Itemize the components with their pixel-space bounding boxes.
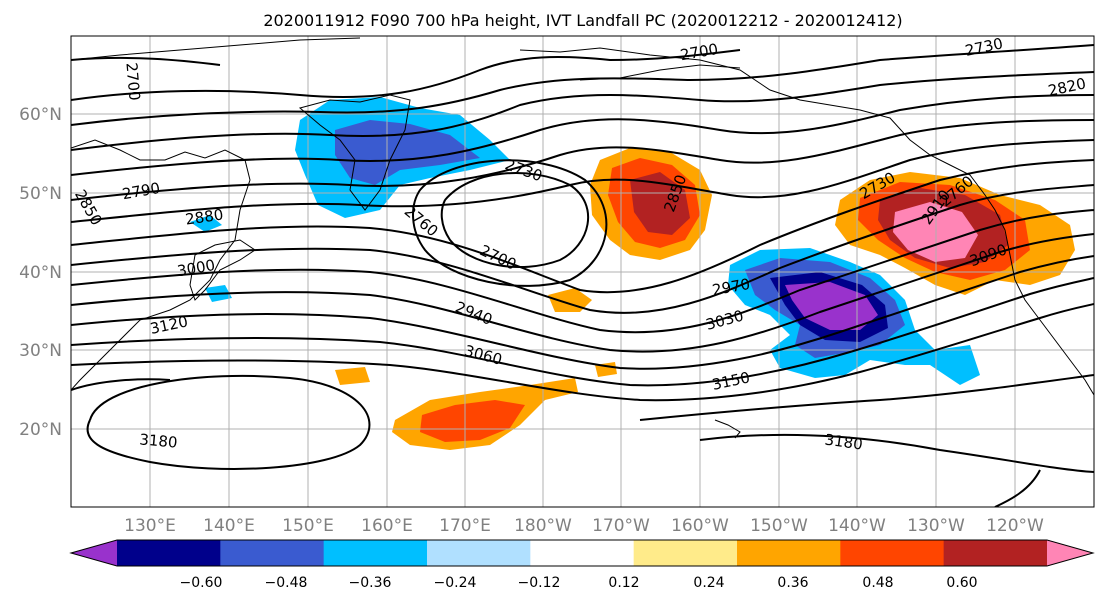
coast-asia [71,139,251,391]
map-title: 2020011912 F090 700 hPa height, IVT Land… [263,11,902,30]
colorbar-segment [427,540,531,566]
pos-region-subtrop-mid [420,400,525,442]
colorbar-segment [737,540,841,566]
contour-line [71,233,1094,353]
contour-label: 3180 [824,430,864,453]
contour-label: 2700 [122,62,143,102]
lon-label: 180°W [514,516,572,536]
pos-region-small [548,288,592,312]
colorbar-ticks: −0.60 −0.48 −0.36 −0.24 −0.12 0.12 0.24 … [180,575,978,591]
lon-label: 150°W [750,516,808,536]
map-frame [70,35,1095,508]
colorbar-tick-label: 0.60 [946,575,977,591]
contour-line [71,56,221,66]
contour-line [71,49,741,101]
contour-label: 2880 [184,205,224,228]
colorbar-tick-label: −0.36 [349,575,392,591]
colorbar-segment [943,540,1048,566]
colorbar-segment [633,540,738,566]
colorbar-segment [530,540,635,566]
contour-line [71,119,1094,201]
colorbar-outline [69,539,1095,567]
lon-label: 170°W [592,516,650,536]
colorbar-tick-label: −0.12 [518,575,561,591]
colorbar-tick-label: 0.12 [608,575,639,591]
map-panel: 2700 2700 2730 2730 2820 2730 2760 2790 … [70,34,1095,508]
contour-line [71,184,1094,314]
contour-line [994,469,1041,507]
lat-label: 40°N [19,263,62,283]
coast-n [71,37,361,61]
lon-label: 160°E [361,516,413,536]
lon-label: 140°E [203,516,255,536]
contour-label: 3180 [139,430,179,451]
coast-alaska [519,47,1094,396]
colorbar-segment [840,540,945,566]
contour-line [639,374,1094,421]
ivt-shading [190,97,1075,450]
contour-line [440,172,589,269]
colorbar-segment [323,540,428,566]
lon-label: 160°W [671,516,729,536]
longitude-labels: 130°E 140°E 150°E 160°E 170°E 180°W 170°… [124,516,1044,536]
neg-region-pacific-core [785,282,878,330]
contour-line [71,209,1094,334]
neg-region-japan [190,215,222,232]
colorbar-tick-label: 0.24 [693,575,724,591]
contour-line [71,303,1094,402]
pos-region-subtrop2 [335,367,370,385]
colorbar-extend-low [71,540,117,566]
contour-line [71,94,1094,176]
colorbar: −0.60 −0.48 −0.36 −0.24 −0.12 0.12 0.24 … [69,539,1095,591]
contour-line [412,159,608,287]
contour-line [699,433,1094,473]
lon-label: 130°W [907,516,965,536]
contour-line [71,139,1094,223]
lon-label: 120°W [986,516,1044,536]
lat-label: 20°N [19,420,62,440]
height-contours [71,44,1094,507]
lon-label: 130°E [124,516,176,536]
lat-label: 30°N [19,341,62,361]
coast-hawaii [714,419,741,439]
lon-label: 140°W [828,516,886,536]
contour-line [71,277,1094,387]
latitude-labels: 60°N 50°N 40°N 30°N 20°N [19,105,62,440]
contour-line [86,374,371,470]
lon-label: 170°E [439,516,491,536]
colorbar-tick-label: 0.36 [777,575,808,591]
colorbar-tick-label: 0.48 [862,575,893,591]
lon-label: 150°E [282,516,334,536]
colorbar-extend-high [1047,540,1093,566]
colorbar-tick-label: −0.48 [265,575,308,591]
colorbar-segment [220,540,325,566]
colorbar-segments [71,540,1093,566]
colorbar-segment [117,540,221,566]
lat-label: 60°N [19,105,62,125]
pos-region-central-core [630,172,690,235]
contour-line [71,159,1094,294]
contour-line [71,71,1094,151]
contour-line [71,44,1094,126]
colorbar-tick-label: −0.60 [180,575,223,591]
colorbar-tick-label: −0.24 [434,575,477,591]
lat-label: 50°N [19,184,62,204]
coast-japan [189,239,256,301]
coast-kamchatka [298,94,411,211]
coastlines [71,37,1094,439]
contour-line [71,255,1094,370]
contour-line [71,378,171,391]
